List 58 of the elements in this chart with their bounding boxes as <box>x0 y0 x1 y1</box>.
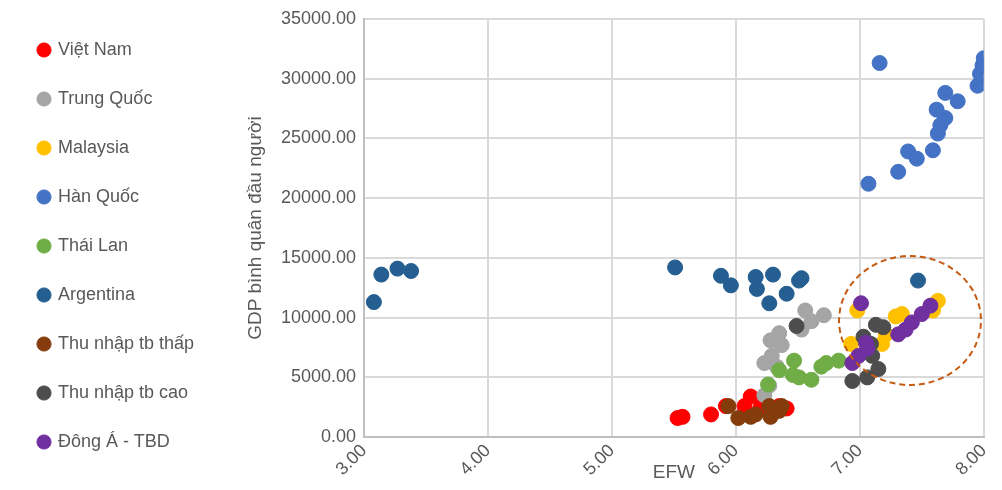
point <box>748 280 765 297</box>
legend-label: Việt Nam <box>58 38 132 59</box>
point <box>786 352 803 369</box>
point <box>765 266 782 283</box>
legend-label: Trung Quốc <box>58 87 153 108</box>
point <box>742 388 759 405</box>
y-axis-title: GDP bình quân đầu người <box>243 116 265 340</box>
y-tick-label: 0.00 <box>320 426 356 447</box>
x-tick-label: 4.00 <box>455 439 495 479</box>
point <box>870 361 887 378</box>
point <box>908 150 925 167</box>
point <box>667 259 684 276</box>
point <box>712 267 729 284</box>
point <box>803 371 820 388</box>
point <box>903 314 920 331</box>
point <box>403 263 420 280</box>
y-tick-label: 10000.00 <box>280 306 356 327</box>
point <box>373 266 390 283</box>
point <box>875 319 892 336</box>
y-tick-label: 25000.00 <box>280 127 356 148</box>
point <box>389 260 406 277</box>
legend-label: Hàn Quốc <box>58 185 140 206</box>
y-tick-label: 5000.00 <box>290 366 356 387</box>
x-axis-title: EFW <box>652 460 696 482</box>
point <box>922 297 939 314</box>
x-tick-label: 8.00 <box>951 439 991 479</box>
point <box>803 313 820 330</box>
y-tick-label: 30000.00 <box>280 67 356 88</box>
point <box>815 307 832 324</box>
legend-label: Thái Lan <box>58 234 129 255</box>
legend-label: Thu nhập tb cao <box>58 381 189 402</box>
point <box>788 317 805 334</box>
legend-label: Malaysia <box>58 136 131 157</box>
point <box>722 277 739 294</box>
point <box>910 272 927 289</box>
point <box>771 362 788 379</box>
point <box>853 295 870 312</box>
point <box>830 352 847 369</box>
x-tick-label: 6.00 <box>703 439 743 479</box>
point <box>365 294 382 311</box>
point <box>871 55 888 72</box>
point <box>890 163 907 180</box>
x-tick-label: 7.00 <box>827 439 867 479</box>
y-tick-label: 20000.00 <box>280 187 356 208</box>
legend-label: Đông Á - TBD <box>58 430 170 451</box>
point <box>949 93 966 110</box>
point <box>761 295 778 312</box>
point <box>937 84 954 101</box>
point <box>703 406 720 423</box>
point <box>924 142 941 159</box>
point <box>778 285 795 302</box>
point <box>860 175 877 192</box>
legend-label: Argentina <box>58 283 137 304</box>
point <box>844 372 861 389</box>
legend-label: Thu nhập tb thấp <box>58 332 195 353</box>
point <box>928 101 945 118</box>
y-tick-label: 15000.00 <box>280 246 356 267</box>
y-tick-label: 35000.00 <box>280 7 356 28</box>
